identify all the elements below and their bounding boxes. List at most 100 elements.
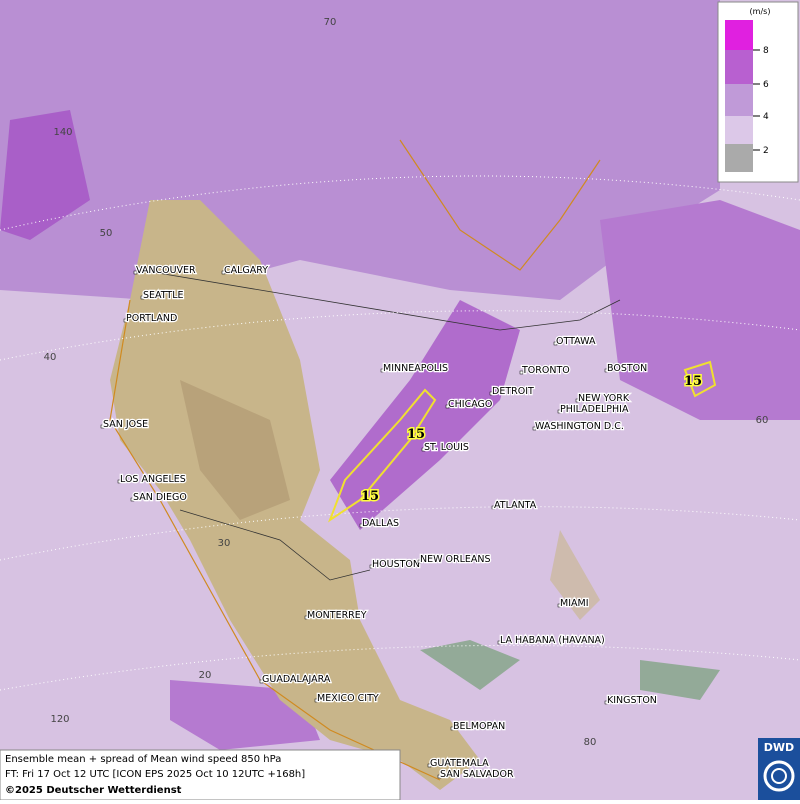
city-marker <box>117 479 122 484</box>
city-label: HOUSTON <box>372 559 420 570</box>
caption-line: FT: Fri 17 Oct 12 UTC [ICON EPS 2025 Oct… <box>5 769 305 780</box>
legend: (m/s) <box>717 1 799 183</box>
city-label: DETROIT <box>492 386 534 397</box>
city-label: SEATTLE <box>143 290 184 301</box>
contour-label: 15 <box>684 374 702 389</box>
city-marker <box>130 497 135 502</box>
logo-icon <box>763 760 795 792</box>
graticule-label: 80 <box>584 737 597 748</box>
city-marker <box>133 270 138 275</box>
city-label: VANCOUVER <box>136 265 196 276</box>
terrain <box>420 640 720 700</box>
city-marker <box>304 615 309 620</box>
city-label: MINNEAPOLIS <box>383 363 448 374</box>
city-marker <box>140 295 145 300</box>
legend-swatch <box>725 144 753 172</box>
city-label: MONTERREY <box>307 610 367 621</box>
city-label: MIAMI <box>560 598 589 609</box>
terrain <box>180 380 290 520</box>
city-marker <box>359 523 364 528</box>
city-marker <box>259 679 264 684</box>
caption-line: ©2025 Deutscher Wetterdienst <box>5 785 182 796</box>
city-marker <box>491 505 496 510</box>
city-label: DALLAS <box>362 518 399 529</box>
legend-swatch <box>725 20 753 50</box>
city-marker <box>557 409 562 414</box>
city-label: SAN SALVADOR <box>440 769 514 780</box>
city-label: KINGSTON <box>607 695 657 706</box>
graticule-label: 30 <box>218 538 231 549</box>
city-marker <box>314 698 319 703</box>
city-marker <box>123 318 128 323</box>
coastline <box>109 299 441 781</box>
city-label: LOS ANGELES <box>120 474 186 485</box>
city-label: PHILADELPHIA <box>560 404 629 415</box>
logo-text: DWD <box>764 741 794 754</box>
city-marker <box>553 341 558 346</box>
graticule-label: 120 <box>50 714 69 725</box>
graticule-label: 20 <box>199 670 212 681</box>
city-label: PORTLAND <box>126 313 177 324</box>
city-marker <box>497 640 502 645</box>
city-label: SAN JOSE <box>103 419 148 430</box>
city-marker <box>100 424 105 429</box>
wind-zone <box>600 200 800 420</box>
legend-swatch <box>725 116 753 144</box>
city-label: NEW ORLEANS <box>420 554 491 565</box>
graticule-label: 60 <box>756 415 769 426</box>
land <box>550 530 600 620</box>
city-marker <box>604 368 609 373</box>
border <box>179 509 371 581</box>
city-label: BELMOPAN <box>453 721 505 732</box>
city-label: MEXICO CITY <box>317 693 379 704</box>
city-label: OTTAWA <box>556 336 596 347</box>
logo-icon <box>771 768 787 784</box>
city-label: CALGARY <box>224 265 268 276</box>
city-marker <box>437 774 442 779</box>
city-marker <box>450 726 455 731</box>
city-marker <box>519 370 524 375</box>
contour <box>327 388 437 523</box>
graticule-label: 40 <box>44 352 57 363</box>
city-label: WASHINGTON D.C. <box>535 421 624 432</box>
city-label: LA HABANA (HAVANA) <box>500 635 605 646</box>
legend-tick-label: 8 <box>763 46 769 56</box>
city-label: GUADALAJARA <box>262 674 331 685</box>
city-marker <box>417 559 422 564</box>
legend-swatch <box>725 84 753 116</box>
city-label: NEW YORK <box>578 393 630 404</box>
coastline <box>399 139 601 271</box>
city-marker <box>532 426 537 431</box>
contour-label: 15 <box>361 489 379 504</box>
contour <box>683 360 717 398</box>
city-label: TORONTO <box>521 365 570 376</box>
city-label: GUATEMALA <box>430 758 489 769</box>
graticule-label: 140 <box>53 127 72 138</box>
city-marker <box>421 447 426 452</box>
city-marker <box>427 763 432 768</box>
border <box>139 269 621 331</box>
caption-box <box>0 749 401 801</box>
city-label: ATLANTA <box>494 500 537 511</box>
city-marker <box>380 368 385 373</box>
contour-label: 15 <box>407 427 425 442</box>
city-marker <box>604 700 609 705</box>
city-marker <box>369 564 374 569</box>
caption-line: Ensemble mean + spread of Mean wind spee… <box>5 754 281 765</box>
city-marker <box>221 270 226 275</box>
city-marker <box>445 404 450 409</box>
legend-tick-label: 6 <box>763 80 769 90</box>
city-label: ST. LOUIS <box>424 442 469 453</box>
graticule-label: 70 <box>324 17 337 28</box>
legend-tick-label: 4 <box>763 112 769 122</box>
graticule-label: 50 <box>100 228 113 239</box>
wind-zone <box>0 110 90 240</box>
legend-unit: (m/s) <box>750 7 771 16</box>
legend-tick-label: 2 <box>763 146 769 156</box>
city-label: SAN DIEGO <box>133 492 187 503</box>
city-marker <box>489 391 494 396</box>
city-marker <box>575 398 580 403</box>
city-label: CHICAGO <box>448 399 492 410</box>
city-marker <box>557 603 562 608</box>
